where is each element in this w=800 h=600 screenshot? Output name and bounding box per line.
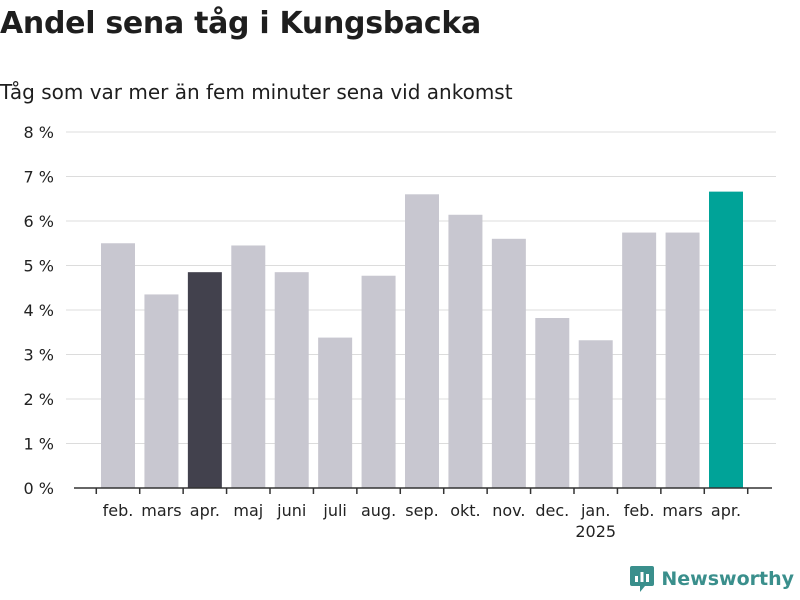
chart-title: Andel sena tåg i Kungsbacka (0, 6, 481, 41)
y-tick-label: 3 % (24, 346, 54, 365)
y-tick-label: 8 % (24, 123, 54, 142)
x-tick-label: okt. (450, 501, 480, 520)
bar (405, 194, 439, 489)
bar-chart: 0 % 1 % 2 % 3 % 4 % 5 % 6 % 7 % 8 % feb. mars apr. m… (24, 123, 776, 541)
x-tick-label: feb. (624, 501, 655, 520)
newsworthy-logo-icon (630, 566, 655, 592)
brand-logo: Newsworthy (629, 564, 794, 594)
x-tick-label: feb. (103, 501, 134, 520)
bar (274, 272, 309, 488)
x-tick-label: juni (276, 501, 306, 520)
y-tick-label: 0 % (24, 479, 54, 498)
x-year-label: 2025 (575, 522, 616, 541)
bar (101, 243, 135, 488)
x-tick-label: apr. (711, 501, 741, 520)
bar (448, 214, 483, 488)
bar (622, 232, 657, 488)
bar (491, 238, 526, 488)
y-tick-label: 1 % (24, 435, 54, 454)
bar (187, 272, 222, 488)
x-tick-label: dec. (535, 501, 569, 520)
x-tick-label: jan. (580, 501, 610, 520)
x-tick-label: maj (233, 501, 263, 520)
y-tick-label: 2 % (24, 390, 54, 409)
y-tick-label: 4 % (24, 301, 54, 320)
y-tick-label: 7 % (24, 168, 54, 187)
x-tick-label: nov. (492, 501, 525, 520)
x-tick-label: aug. (361, 501, 396, 520)
x-tick-label: apr. (190, 501, 220, 520)
bar (665, 232, 700, 488)
bar (318, 337, 353, 488)
y-tick-label: 5 % (24, 257, 54, 276)
bar (535, 318, 570, 488)
bar (361, 275, 396, 488)
chart-subtitle: Tåg som var mer än fem minuter sena vid … (0, 80, 513, 104)
bar (709, 191, 743, 488)
y-tick-label: 6 % (24, 212, 54, 231)
bar (231, 245, 266, 488)
x-tick-label: mars (662, 501, 702, 520)
x-tick-label: juli (322, 501, 346, 520)
x-tick-label: sep. (405, 501, 438, 520)
x-tick-label: mars (141, 501, 181, 520)
bar (578, 340, 613, 488)
brand-name: Newsworthy (661, 568, 794, 590)
bar (144, 294, 179, 488)
